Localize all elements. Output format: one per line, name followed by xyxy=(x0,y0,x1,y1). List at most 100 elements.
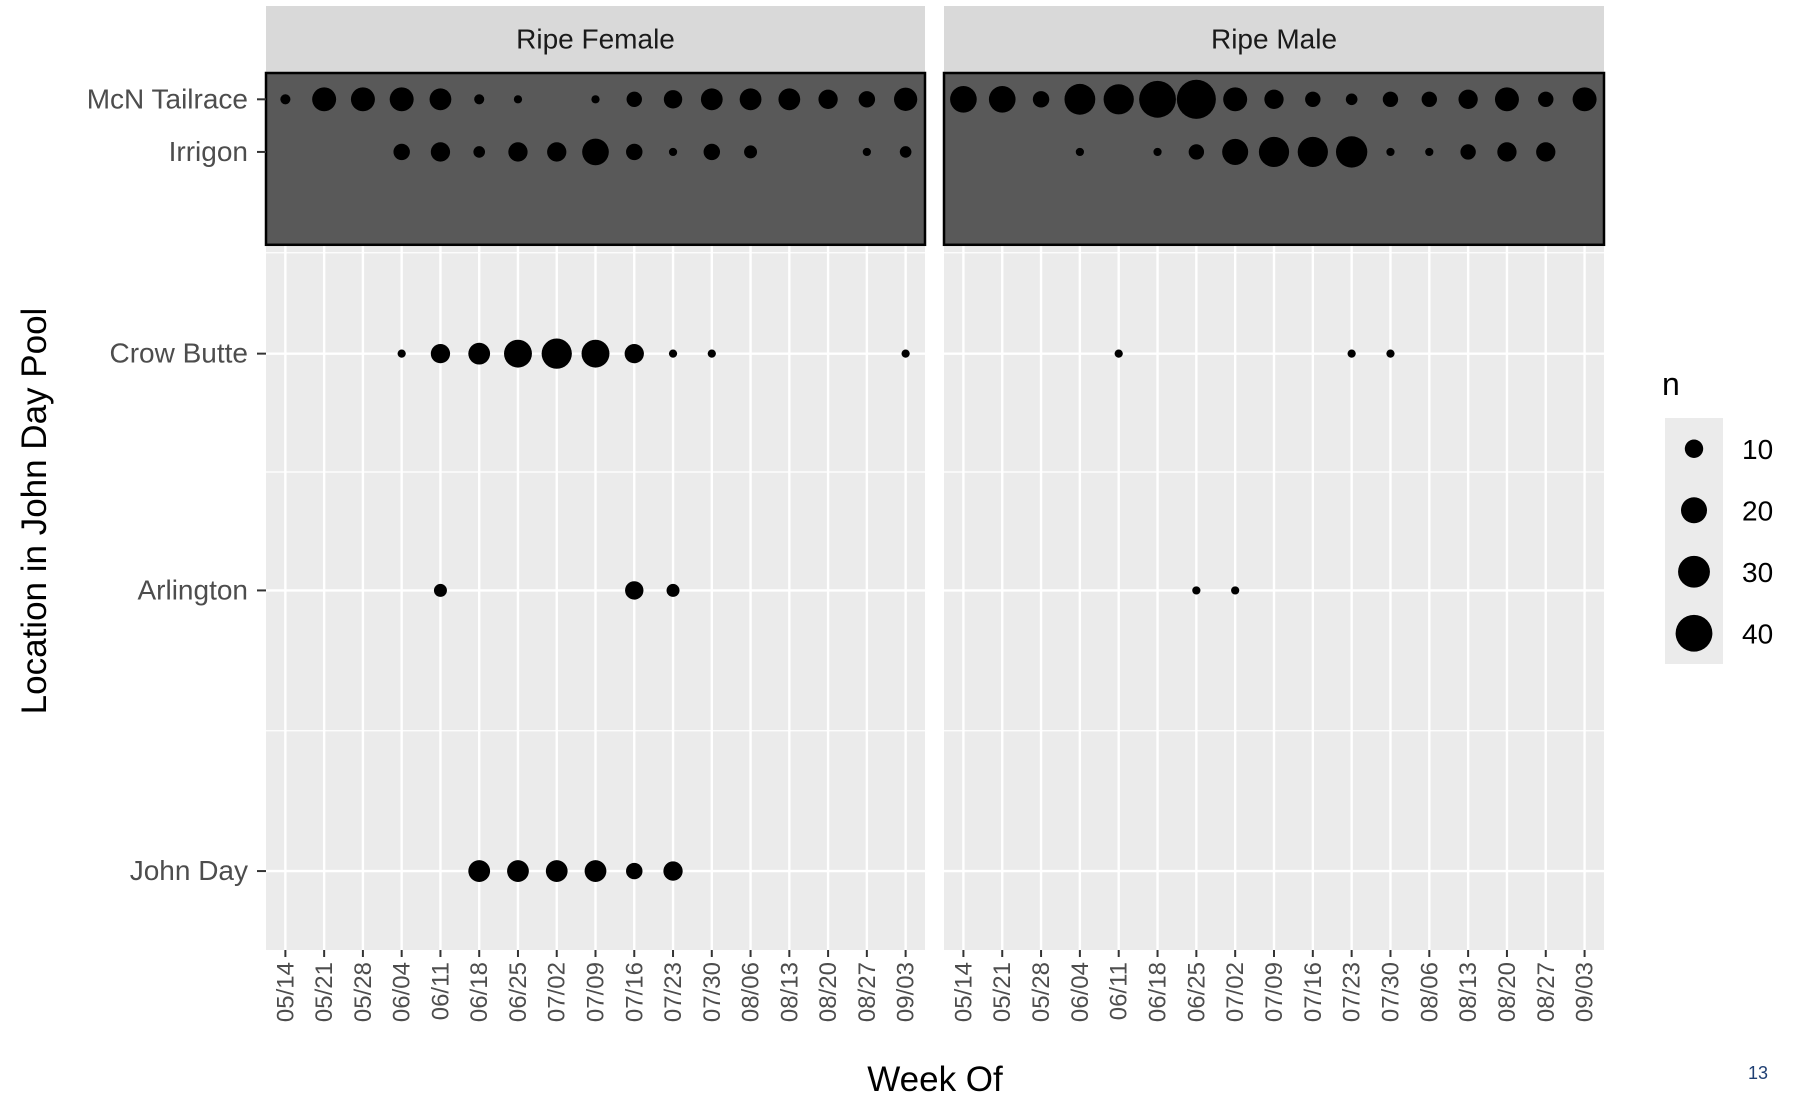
x-tick-label: 08/06 xyxy=(738,962,765,1022)
x-tick-label: 08/27 xyxy=(854,962,881,1022)
data-point xyxy=(668,147,678,157)
legend-key-point xyxy=(1680,497,1708,524)
x-tick-label: 05/28 xyxy=(1028,962,1055,1022)
x-tick-label: 05/21 xyxy=(989,962,1016,1022)
data-point xyxy=(591,95,600,104)
data-point xyxy=(429,88,452,111)
data-point xyxy=(624,343,644,364)
x-tick-label: 07/02 xyxy=(1222,962,1249,1022)
data-point xyxy=(508,142,528,162)
data-point xyxy=(1258,136,1290,168)
data-point xyxy=(474,94,485,105)
x-tick-label: 09/03 xyxy=(893,962,920,1022)
data-point xyxy=(899,146,912,158)
data-point xyxy=(1297,136,1328,168)
legend-label: 40 xyxy=(1742,618,1773,649)
data-point xyxy=(1153,147,1162,157)
data-point xyxy=(468,342,491,365)
x-tick-label: 05/21 xyxy=(311,962,338,1022)
data-point xyxy=(1538,91,1554,108)
legend-key-point xyxy=(1675,614,1713,652)
data-point xyxy=(1264,89,1284,109)
y-tick-label: Arlington xyxy=(137,574,248,605)
data-point xyxy=(703,143,721,161)
data-point xyxy=(504,339,532,368)
data-point xyxy=(541,338,572,369)
x-tick-label: 07/09 xyxy=(583,962,610,1022)
data-point xyxy=(893,87,918,111)
y-axis-title: Location in John Day Pool xyxy=(15,308,54,715)
y-tick-label: McN Tailrace xyxy=(87,83,248,114)
x-tick-label: 07/30 xyxy=(1377,962,1404,1022)
data-point xyxy=(1494,87,1519,112)
legend-key-point xyxy=(1684,439,1704,458)
data-point xyxy=(668,349,678,358)
data-point xyxy=(581,339,610,368)
facet-strip xyxy=(944,6,1604,73)
x-tick-label: 05/14 xyxy=(272,962,299,1022)
data-point xyxy=(1188,144,1205,160)
data-point xyxy=(1103,84,1134,115)
data-point xyxy=(901,349,910,358)
x-tick-label: 06/04 xyxy=(389,962,416,1022)
x-tick-label: 09/03 xyxy=(1572,962,1599,1022)
x-tick-label: 06/11 xyxy=(1106,962,1133,1020)
x-tick-label: 08/13 xyxy=(776,962,803,1022)
data-point xyxy=(625,581,644,600)
x-tick-label: 07/23 xyxy=(660,962,687,1022)
data-point xyxy=(707,349,716,358)
data-point xyxy=(663,861,683,881)
data-point xyxy=(584,860,607,882)
data-point xyxy=(545,860,568,882)
x-tick-label: 06/11 xyxy=(427,962,454,1020)
x-tick-label: 08/13 xyxy=(1455,962,1482,1022)
data-point xyxy=(280,94,291,105)
data-point xyxy=(1572,87,1597,112)
data-point xyxy=(1305,91,1321,108)
data-point xyxy=(397,349,406,358)
y-tick-label: Crow Butte xyxy=(110,338,249,369)
x-tick-label: 06/18 xyxy=(466,962,493,1022)
data-point xyxy=(393,143,410,161)
facet-strip-label: Ripe Male xyxy=(1211,24,1337,55)
x-tick-label: 07/30 xyxy=(699,962,726,1022)
legend-title: n xyxy=(1662,366,1680,402)
facet-strip-label: Ripe Female xyxy=(516,24,675,55)
data-point xyxy=(950,85,977,113)
data-point xyxy=(858,91,876,108)
legend-label: 30 xyxy=(1742,557,1773,588)
data-point xyxy=(778,88,801,111)
data-point xyxy=(1345,93,1358,106)
data-point xyxy=(312,87,337,112)
data-point xyxy=(626,862,643,880)
data-point xyxy=(666,583,680,597)
data-point xyxy=(739,88,762,111)
data-point xyxy=(433,583,447,597)
data-point xyxy=(582,138,609,166)
x-tick-label: 07/02 xyxy=(544,962,571,1022)
data-point xyxy=(1347,349,1356,358)
x-axis-title: Week Of xyxy=(867,1060,1003,1098)
data-point xyxy=(1536,142,1556,162)
data-point xyxy=(1075,147,1084,157)
data-point xyxy=(988,85,1016,113)
data-point xyxy=(1231,586,1240,595)
x-tick-label: 05/28 xyxy=(350,962,377,1022)
x-tick-label: 06/04 xyxy=(1067,962,1094,1022)
x-tick-label: 06/18 xyxy=(1145,962,1172,1022)
x-tick-label: 08/06 xyxy=(1416,962,1443,1022)
data-point xyxy=(1335,136,1368,168)
data-point xyxy=(513,95,523,104)
data-point xyxy=(1139,80,1176,118)
data-point xyxy=(1114,349,1123,358)
data-point xyxy=(744,145,758,159)
x-tick-label: 05/14 xyxy=(950,962,977,1022)
data-point xyxy=(507,860,529,882)
x-tick-label: 06/25 xyxy=(505,962,532,1022)
y-tick-label: Irrigon xyxy=(169,136,248,167)
x-tick-label: 07/16 xyxy=(1300,962,1327,1022)
data-point xyxy=(818,89,838,109)
data-point xyxy=(626,91,642,108)
data-point xyxy=(862,147,871,157)
data-point xyxy=(1223,87,1248,112)
